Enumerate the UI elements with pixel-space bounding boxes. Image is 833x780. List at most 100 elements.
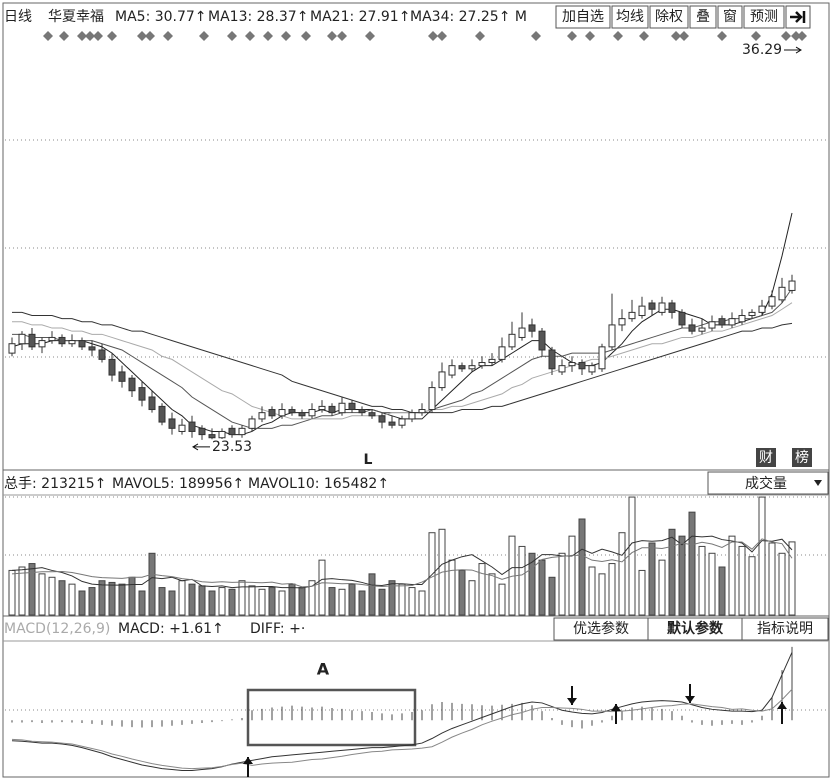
- candle-body: [368, 412, 376, 417]
- volume-bar: [298, 587, 306, 616]
- signal-marker: [327, 31, 337, 41]
- signal-marker: [59, 31, 69, 41]
- candle-body: [358, 409, 366, 414]
- volume-bar: [648, 542, 656, 616]
- badge[interactable]: [756, 448, 776, 467]
- volume-bar: [788, 541, 796, 616]
- candle-body: [478, 362, 486, 367]
- volume-bar: [518, 545, 526, 616]
- candle-body: [178, 424, 186, 432]
- toolbar-label: 预测: [750, 9, 778, 25]
- candle-body: [108, 358, 116, 376]
- signal-marker: [107, 31, 117, 41]
- candle-body: [628, 311, 636, 320]
- candle-body: [138, 387, 146, 401]
- candle-body: [788, 280, 796, 291]
- indicator-selector[interactable]: [707, 471, 829, 495]
- candle-body: [58, 336, 66, 345]
- candle-body: [258, 412, 266, 420]
- volume-bar: [198, 585, 206, 616]
- volume-bar: [388, 580, 396, 616]
- volume-bar: [688, 511, 696, 616]
- signal-arrow-head: [685, 696, 695, 703]
- candle-body: [518, 327, 526, 338]
- candle-body: [408, 412, 416, 420]
- volume-bar: [728, 535, 736, 616]
- dea-line: [11, 688, 793, 770]
- volume-bar: [288, 583, 296, 616]
- candle-body: [658, 302, 666, 313]
- volume-bar: [58, 580, 66, 616]
- candle-body: [688, 324, 696, 332]
- volume-bar: [478, 563, 486, 616]
- volume-bar: [8, 569, 16, 616]
- candle-body: [248, 418, 256, 429]
- signal-marker: [337, 31, 347, 41]
- candle-body: [238, 427, 246, 436]
- toolbar-label: 窗: [723, 8, 737, 25]
- candle-body: [418, 409, 426, 414]
- candle-body: [708, 321, 716, 329]
- volume-bar: [718, 566, 726, 616]
- signal-marker: [281, 31, 291, 41]
- max-price-arrow: [784, 46, 802, 54]
- candle-body: [308, 409, 316, 417]
- candle-body: [48, 336, 56, 342]
- diff-line: [11, 652, 793, 771]
- signal-marker: [585, 31, 595, 41]
- volume-bar: [128, 576, 136, 616]
- candle-body: [318, 405, 326, 411]
- toolbar-button[interactable]: [743, 5, 785, 29]
- candle-body: [338, 402, 346, 414]
- signal-marker: [428, 31, 438, 41]
- candle-body: [348, 402, 356, 411]
- signal-marker: [227, 31, 237, 41]
- toolbar-button[interactable]: [611, 5, 649, 29]
- volume-bar: [778, 552, 786, 616]
- signal-marker: [531, 31, 541, 41]
- candle-body: [448, 365, 456, 376]
- signal-marker: [145, 31, 155, 41]
- box-label: A: [317, 660, 330, 679]
- volume-bar: [638, 569, 646, 616]
- volume-bar: [118, 583, 126, 616]
- volume-bar: [78, 590, 86, 616]
- volume-bar: [528, 552, 536, 616]
- signal-marker: [77, 31, 87, 41]
- signal-arrow-head: [567, 698, 577, 705]
- ma-legend: MA13: 28.37↑: [208, 9, 308, 25]
- volume-bar: [268, 587, 276, 616]
- candle-body: [738, 315, 746, 323]
- candle-body: [378, 415, 386, 423]
- toolbar-button[interactable]: [649, 5, 689, 29]
- volume-legend: MAVOL5: 189956↑: [112, 476, 244, 492]
- candle-body: [508, 333, 516, 348]
- toolbar-label: 均线: [616, 9, 644, 25]
- candle-body: [88, 346, 96, 351]
- badge[interactable]: [792, 448, 812, 467]
- candle-body: [758, 305, 766, 313]
- min-price-arrow: [192, 443, 210, 451]
- indicator-title: MACD(12,26,9): [4, 621, 110, 637]
- toolbar-button[interactable]: [689, 5, 717, 29]
- candle-body: [488, 358, 496, 364]
- badge-label: 榜: [795, 449, 809, 466]
- candle-body: [778, 286, 786, 301]
- toolbar-button[interactable]: [555, 5, 611, 29]
- signal-marker: [679, 31, 689, 41]
- volume-bar: [238, 580, 246, 616]
- volume-bar: [28, 563, 36, 616]
- candle-body: [8, 343, 16, 354]
- volume-bar: [148, 552, 156, 616]
- toolbar-button[interactable]: [717, 5, 743, 29]
- volume-bar: [18, 566, 26, 616]
- candle-body: [28, 333, 36, 348]
- ma-legend: MA21: 27.91↑: [310, 9, 410, 25]
- signal-marker: [437, 31, 447, 41]
- indicator-tab[interactable]: [741, 617, 829, 641]
- candle-body: [718, 318, 726, 326]
- volume-bar: [218, 587, 226, 616]
- signal-marker: [199, 31, 209, 41]
- candle-body: [38, 340, 46, 348]
